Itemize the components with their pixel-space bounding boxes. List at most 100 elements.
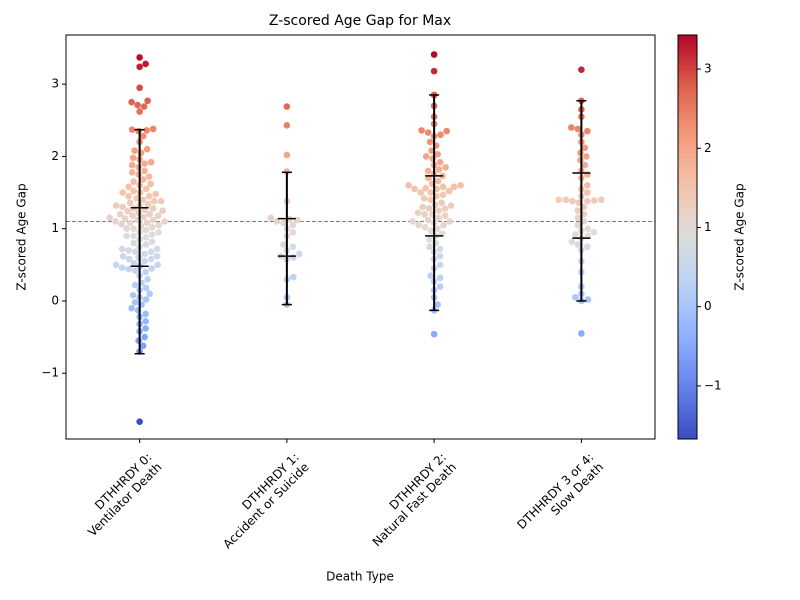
point — [447, 202, 455, 209]
point — [457, 182, 464, 189]
point — [290, 254, 297, 261]
point — [149, 125, 157, 133]
point — [590, 229, 598, 236]
point — [143, 127, 150, 134]
point — [149, 216, 157, 224]
y-tick-label: 2 — [51, 149, 59, 163]
point — [119, 203, 126, 211]
point — [430, 51, 438, 58]
point — [584, 243, 591, 251]
point — [446, 218, 453, 225]
point — [435, 166, 443, 173]
x-tick-label-line: Natural Fast Death — [369, 460, 458, 549]
point — [119, 252, 127, 260]
point — [141, 167, 148, 175]
colorbar-tick-label: 2 — [704, 141, 712, 155]
point — [130, 187, 137, 195]
point — [450, 183, 458, 191]
point — [142, 325, 149, 332]
point — [422, 184, 429, 192]
point — [148, 223, 156, 231]
point — [125, 265, 132, 273]
point — [152, 190, 159, 198]
x-tick-label-line: Accident or Suicide — [220, 460, 311, 551]
point — [421, 223, 429, 231]
point — [574, 207, 582, 214]
point — [146, 210, 153, 218]
point — [155, 229, 162, 236]
point — [148, 238, 156, 245]
point — [426, 243, 433, 251]
point — [427, 227, 435, 235]
point — [131, 299, 139, 306]
x-tick-label: DTHHRDY 0:Ventilator Death — [75, 450, 164, 539]
point — [128, 169, 136, 176]
point — [425, 205, 433, 212]
point — [430, 330, 438, 338]
point — [131, 147, 138, 154]
point — [436, 274, 444, 282]
point — [569, 197, 576, 205]
point — [161, 218, 168, 225]
point — [147, 248, 155, 256]
point — [128, 126, 136, 133]
point — [129, 212, 136, 219]
point — [426, 236, 433, 243]
point — [144, 200, 152, 208]
point — [131, 281, 139, 289]
point — [584, 127, 591, 135]
point — [112, 202, 120, 209]
point — [142, 296, 150, 303]
point — [417, 189, 424, 196]
point — [289, 221, 297, 229]
point — [418, 127, 425, 134]
point — [130, 225, 137, 232]
point — [434, 301, 441, 308]
y-tick-label: 1 — [51, 221, 59, 235]
point — [118, 221, 125, 228]
point — [148, 265, 155, 272]
point — [147, 255, 155, 263]
point — [437, 131, 444, 139]
point — [141, 257, 148, 265]
point — [119, 189, 126, 196]
point — [430, 67, 438, 75]
point — [439, 191, 447, 199]
point — [445, 187, 453, 195]
point — [578, 66, 585, 73]
point — [424, 129, 432, 136]
point — [125, 192, 132, 200]
x-tick-label: DTHHRDY 2:Natural Fast Death — [359, 450, 458, 549]
point — [583, 153, 590, 160]
point — [112, 218, 119, 225]
point — [283, 151, 291, 159]
point — [130, 260, 138, 267]
point — [131, 248, 139, 256]
point — [142, 310, 149, 318]
point — [290, 273, 297, 281]
point — [139, 342, 147, 350]
plot-frame — [65, 34, 656, 440]
point — [572, 231, 579, 238]
point — [144, 275, 151, 283]
point — [591, 197, 598, 204]
point — [154, 212, 162, 219]
point — [140, 213, 147, 221]
point — [149, 205, 157, 212]
y-tick-label: −1 — [41, 366, 59, 380]
point — [436, 261, 444, 269]
point — [128, 161, 136, 169]
chart-title: Z-scored Age Gap for Max — [269, 13, 451, 29]
point — [130, 239, 137, 247]
point — [145, 173, 153, 180]
x-tick-label: DTHHRDY 1:Accident or Suicide — [210, 450, 311, 551]
point — [118, 245, 126, 253]
point — [294, 216, 301, 224]
point — [141, 160, 148, 167]
point — [157, 197, 165, 205]
point — [136, 54, 143, 61]
point — [136, 108, 143, 115]
point — [139, 132, 147, 140]
point — [129, 154, 137, 162]
point — [562, 196, 570, 204]
